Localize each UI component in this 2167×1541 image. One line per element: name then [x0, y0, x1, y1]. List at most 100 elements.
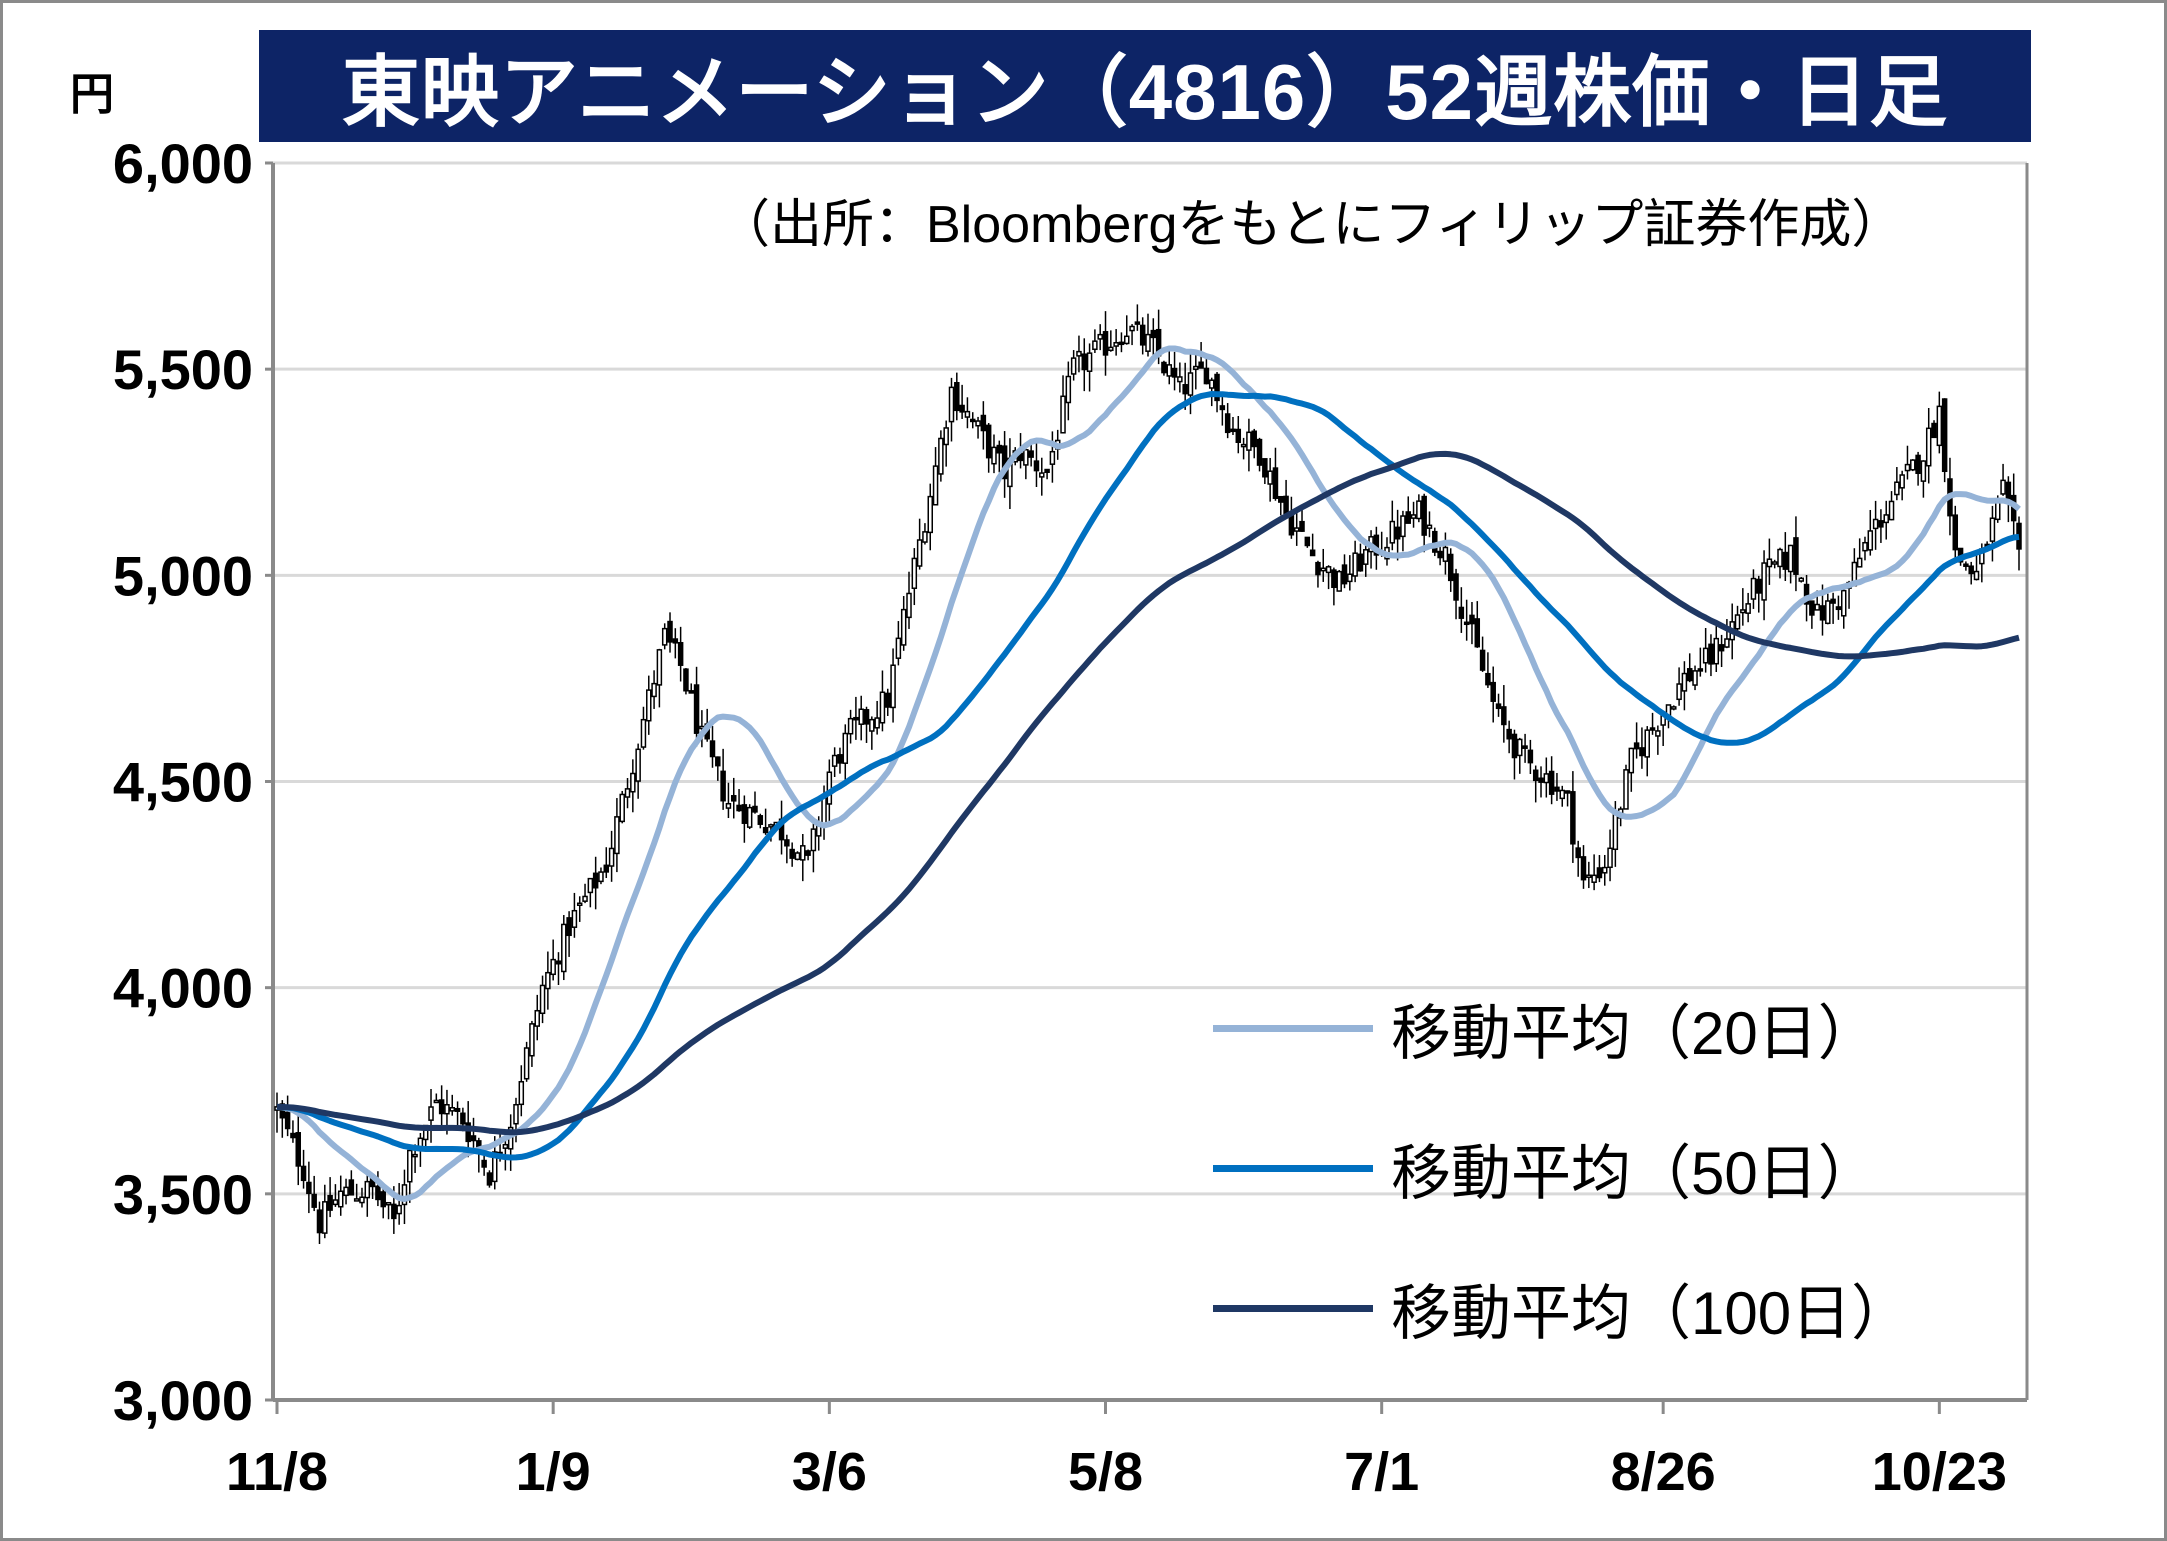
candle-body: [1543, 773, 1550, 784]
candle-body: [1278, 495, 1284, 503]
candle-body: [502, 1143, 509, 1149]
candle-body: [1235, 428, 1242, 443]
candle-body: [518, 1081, 525, 1106]
x-tick-label: 10/23: [1872, 1442, 2007, 1502]
candle-body: [1352, 552, 1358, 577]
grid-lines: [273, 161, 2027, 1196]
candle-body: [332, 1199, 339, 1206]
candle-body: [784, 839, 790, 847]
legend-item-ma20: 移動平均（20日）: [1213, 985, 1878, 1072]
candle-body: [831, 754, 838, 767]
candle-body: [943, 427, 949, 446]
candle-body: [1936, 405, 1943, 447]
candle-body: [1941, 398, 1948, 473]
candle-body: [1888, 500, 1895, 521]
candle-body: [741, 804, 748, 824]
candle-body: [603, 864, 610, 873]
candle-body: [454, 1107, 461, 1112]
candle-body: [1718, 644, 1725, 652]
candle-body: [1639, 747, 1645, 757]
candle-body: [614, 816, 620, 855]
candle-body: [1931, 422, 1937, 439]
candle-body: [284, 1111, 291, 1130]
candle-body: [380, 1191, 386, 1208]
candle-body: [1463, 621, 1470, 626]
candle-body: [327, 1194, 333, 1211]
x-tick-label: 7/1: [1344, 1442, 1419, 1502]
candle-body: [1447, 553, 1454, 582]
candle-body: [991, 446, 997, 465]
legend-swatch-ma20: [1213, 1025, 1373, 1032]
candle-body: [863, 709, 870, 725]
candle-body: [582, 895, 588, 902]
candle-body: [1655, 730, 1661, 737]
y-tick-label: 3,500: [113, 1163, 253, 1226]
candle-body: [959, 404, 965, 413]
candle-body: [1336, 570, 1342, 592]
candle-body: [353, 1198, 360, 1202]
candle-body: [481, 1159, 487, 1168]
candle-body: [1495, 703, 1502, 710]
candle-body: [794, 852, 801, 861]
candle-body: [1771, 561, 1778, 565]
candle-body: [1182, 384, 1188, 395]
candle-body: [985, 424, 992, 459]
candle-body: [534, 1009, 540, 1027]
candle-body: [1724, 638, 1730, 648]
candle-body: [895, 637, 902, 659]
ma50-line: [276, 391, 2020, 1161]
candle-body: [1910, 459, 1916, 471]
candle-body: [837, 754, 843, 764]
candle-body: [1490, 681, 1496, 702]
candle-body: [938, 437, 944, 475]
candle-body: [1856, 557, 1863, 568]
candle-body: [996, 444, 1003, 454]
source-note: （出所：Bloombergをもとにフィリップ証券作成）: [718, 196, 1904, 254]
candle-body: [412, 1153, 418, 1158]
candle-body: [1777, 548, 1783, 568]
candle-body: [1952, 514, 1959, 551]
candle-body: [885, 692, 891, 708]
candle-body: [1734, 614, 1741, 630]
candle-body: [1506, 728, 1512, 740]
candle-body: [529, 1023, 535, 1057]
candle-body: [561, 923, 567, 973]
candle-body: [1092, 340, 1098, 351]
candle-body: [337, 1190, 344, 1208]
candle-body: [1607, 847, 1613, 869]
candle-body: [800, 845, 806, 861]
candle-body: [608, 847, 615, 867]
candle-body: [720, 770, 726, 802]
candle-body: [1442, 546, 1449, 562]
candle-body: [1251, 430, 1257, 448]
candle-body: [1554, 786, 1560, 792]
candle-body: [322, 1201, 328, 1234]
candle-body: [1575, 847, 1581, 859]
candle-body: [555, 960, 562, 965]
candle-body: [730, 795, 737, 802]
candle-body: [810, 828, 817, 852]
candle-body: [1171, 367, 1178, 378]
y-axis-unit-label: 円: [70, 70, 114, 119]
candle-body: [1325, 566, 1332, 574]
candle-body: [1166, 364, 1172, 377]
candle-body: [396, 1204, 402, 1215]
candle-body: [1798, 577, 1804, 582]
candle-body: [1315, 561, 1321, 576]
candle-body: [1596, 867, 1603, 879]
candle-body: [932, 465, 939, 506]
candle-body: [1304, 536, 1311, 547]
candle-body: [1702, 647, 1709, 664]
candle-body: [640, 718, 647, 748]
y-tick-label: 5,500: [113, 338, 253, 401]
candle-body: [1564, 790, 1571, 794]
candle-body: [964, 410, 971, 418]
candle-body: [954, 382, 960, 412]
candle-body: [1485, 672, 1491, 686]
candle-body: [624, 788, 631, 798]
candle-body: [1267, 470, 1273, 485]
candle-body: [1612, 813, 1619, 851]
x-tick-label: 1/9: [516, 1442, 591, 1502]
candle-body: [587, 877, 594, 894]
candle-body: [906, 592, 912, 619]
